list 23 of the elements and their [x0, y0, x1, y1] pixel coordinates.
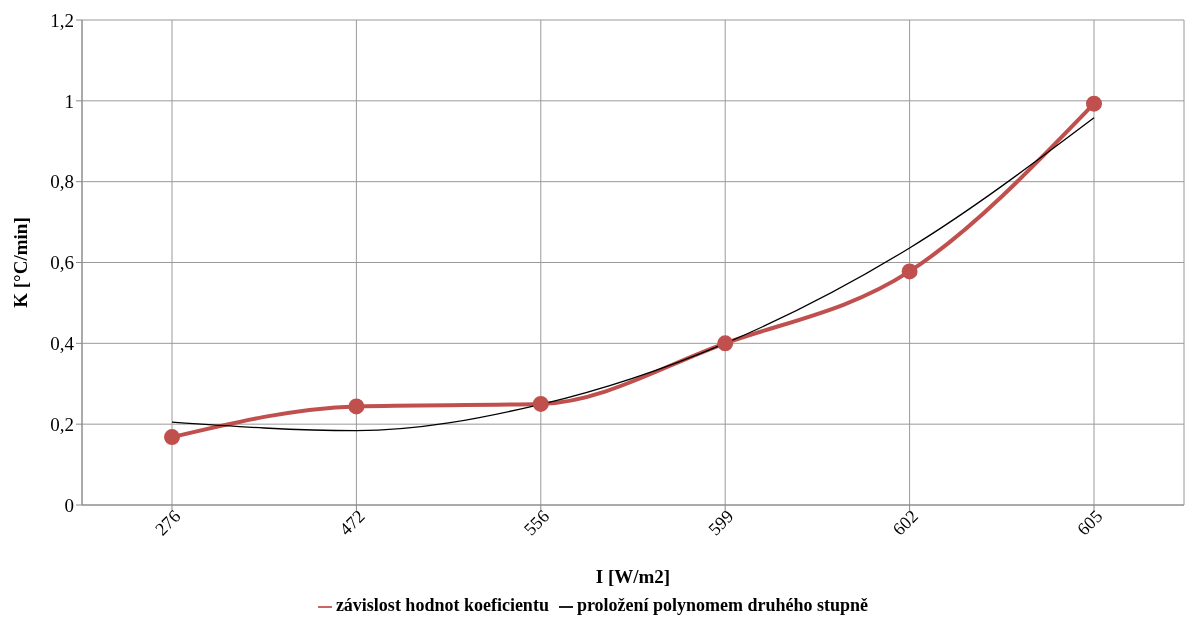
y-tick-label: 0,6 [50, 252, 74, 274]
point [532, 395, 549, 412]
point [901, 263, 918, 280]
point [717, 335, 734, 352]
y-tick-label: 0,4 [50, 333, 75, 355]
x-tick-label: 472 [335, 506, 369, 540]
legend-label: proložení polynomem druhého stupně [576, 595, 869, 615]
x-tick-label: 602 [888, 506, 922, 540]
x-tick-label: 276 [151, 506, 185, 540]
y-axis-title: K [°C/min] [9, 217, 31, 308]
x-tick-label: 605 [1073, 506, 1107, 540]
x-axis-title: I [W/m2] [595, 566, 671, 587]
y-tick-label: 0 [64, 494, 74, 516]
point [164, 429, 180, 446]
y-tick-label: 1 [64, 90, 74, 112]
y-tick-label: 1,2 [50, 9, 74, 31]
x-tick-label: 556 [519, 506, 554, 540]
y-tick-label: 0,8 [50, 171, 74, 193]
legend-label: závislost hodnot koeficientu [335, 595, 549, 615]
y-tick-label: 0,2 [50, 413, 74, 435]
x-tick-label: 599 [704, 506, 738, 540]
point [1086, 95, 1102, 112]
point [348, 398, 365, 415]
